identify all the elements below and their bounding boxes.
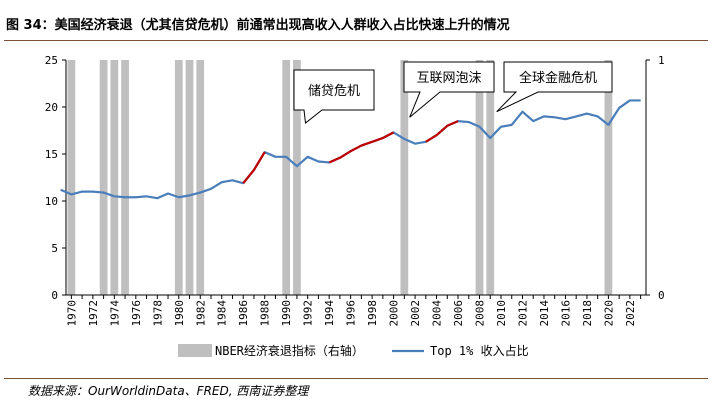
- legend-label-recession: NBER经济衰退指标（右轴）: [215, 343, 364, 358]
- y-left-tick-label: 5: [51, 242, 58, 255]
- x-tick-label: 1984: [216, 300, 229, 327]
- recession-bar: [67, 60, 76, 295]
- x-tick-label: 2002: [409, 300, 422, 327]
- y-left-tick-label: 0: [51, 289, 58, 302]
- x-tick-label: 2012: [516, 300, 529, 327]
- recession-bar: [174, 60, 183, 295]
- legend-swatch-recession: [178, 344, 212, 357]
- x-tick-label: 1976: [130, 300, 143, 327]
- x-tick-label: 1994: [323, 300, 336, 327]
- y-right-tick-label: 1: [658, 54, 665, 67]
- recession-bar: [185, 60, 194, 295]
- recession-bar: [400, 60, 409, 295]
- highlight-segment-line: [425, 120, 459, 143]
- x-tick-label: 1974: [108, 300, 121, 327]
- x-tick-label: 2010: [495, 300, 508, 327]
- annotation-label: 储贷危机: [308, 84, 360, 99]
- x-tick-label: 1988: [259, 300, 272, 327]
- annotation-callout-box: [293, 69, 375, 124]
- recession-bars: [67, 60, 613, 295]
- axes: 0 5 10 15 20 25 0 1 1970 1972 1974 1976 1978 1980 1982…: [45, 54, 665, 327]
- recession-bar: [282, 60, 291, 295]
- x-tick-label: 2020: [602, 300, 615, 327]
- recession-bar: [99, 60, 108, 295]
- x-tick-label: 2000: [388, 300, 401, 327]
- x-tick-label: 2008: [474, 300, 487, 327]
- annotation-label: 全球金融危机: [519, 70, 597, 86]
- top1-share-line: [60, 99, 641, 200]
- x-tick-label: 1992: [302, 300, 315, 327]
- x-tick-label: 2022: [624, 300, 637, 327]
- recession-bar: [604, 60, 613, 295]
- y-left-tick-label: 10: [45, 195, 58, 208]
- highlight-segment-line: [328, 131, 395, 164]
- y-right-tick-label: 0: [658, 289, 665, 302]
- x-tick-label: 2004: [431, 300, 444, 327]
- title-rule: [4, 40, 708, 41]
- x-tick-label: 2016: [559, 300, 572, 327]
- recession-bar: [110, 60, 119, 295]
- x-tick-label: 1986: [237, 300, 250, 327]
- figure-title: 图 34：美国经济衰退（尤其信贷危机）前通常出现高收入人群收入占比快速上升的情况: [6, 18, 510, 33]
- x-tick-label: 1980: [173, 300, 186, 327]
- x-tick-label: 1996: [345, 300, 358, 327]
- recession-bar: [196, 60, 205, 295]
- x-tick-label: 1978: [151, 300, 164, 327]
- x-tick-label: 1970: [65, 300, 78, 327]
- recession-bar: [121, 60, 129, 295]
- y-left-tick-label: 15: [45, 148, 58, 161]
- source-rule: [4, 378, 708, 379]
- y-left-tick-label: 20: [45, 101, 58, 114]
- annotation-callout-box: [403, 61, 495, 118]
- x-tick-label: 1982: [194, 300, 207, 327]
- recession-bar: [293, 60, 301, 295]
- source-note: 数据来源：OurWorldinData、FRED, 西南证券整理: [28, 384, 309, 398]
- legend-label-line: Top 1% 收入占比: [430, 343, 529, 358]
- top1-share-series-line: [60, 99, 641, 200]
- x-tick-label: 1972: [87, 300, 100, 327]
- annotation-callout-box: [496, 61, 613, 113]
- highlight-segment-line: [242, 151, 266, 184]
- x-tick-label: 1990: [280, 300, 293, 327]
- x-tick-label: 1998: [366, 300, 379, 327]
- x-tick-label: 2014: [538, 300, 551, 327]
- x-tick-label: 2018: [581, 300, 594, 327]
- annotations: 储贷危机 互联网泡沫 全球金融危机: [293, 61, 613, 124]
- legend: NBER经济衰退指标（右轴） Top 1% 收入占比: [178, 343, 529, 358]
- recession-bar: [486, 60, 495, 295]
- recession-bar: [475, 60, 484, 295]
- y-left-tick-label: 25: [45, 54, 58, 67]
- x-tick-label: 2006: [452, 300, 465, 327]
- annotation-label: 互联网泡沫: [416, 71, 481, 86]
